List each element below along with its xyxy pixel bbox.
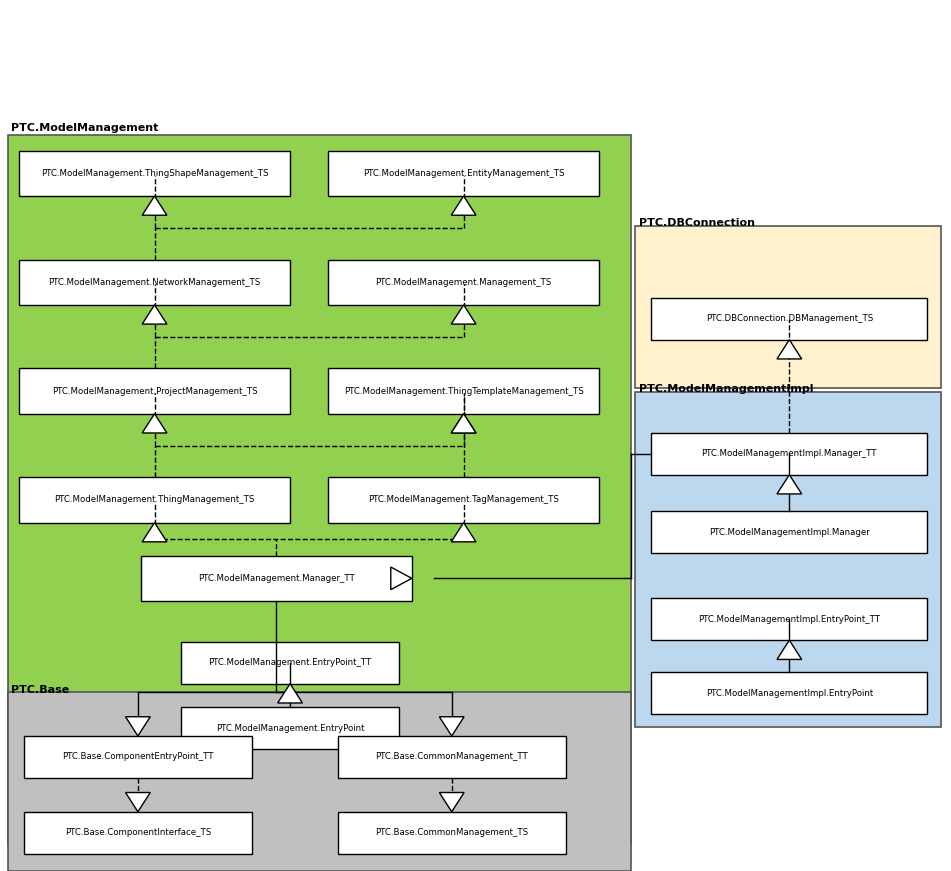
Polygon shape: [126, 793, 150, 812]
Text: PTC.ModelManagement.TagManagement_TS: PTC.ModelManagement.TagManagement_TS: [368, 496, 559, 504]
Bar: [651, 433, 927, 475]
Bar: [19, 151, 290, 196]
Text: PTC.ModelManagement.EntryPoint_TT: PTC.ModelManagement.EntryPoint_TT: [208, 658, 372, 667]
Text: PTC.ModelManagement.ThingManagement_TS: PTC.ModelManagement.ThingManagement_TS: [54, 496, 255, 504]
Text: PTC.ModelManagement.ThingTemplateManagement_TS: PTC.ModelManagement.ThingTemplateManagem…: [343, 387, 584, 395]
Text: PTC.ModelManagementImpl.EntryPoint_TT: PTC.ModelManagementImpl.EntryPoint_TT: [698, 615, 881, 624]
Text: PTC.ModelManagement.NetworkManagement_TS: PTC.ModelManagement.NetworkManagement_TS: [49, 278, 261, 287]
Text: PTC.ModelManagement: PTC.ModelManagement: [11, 124, 159, 133]
Bar: [328, 151, 599, 196]
Polygon shape: [391, 567, 412, 590]
Text: PTC.ModelManagementImpl.EntryPoint: PTC.ModelManagementImpl.EntryPoint: [706, 689, 873, 698]
Polygon shape: [126, 717, 150, 736]
Text: PTC.ModelManagement.Manager_TT: PTC.ModelManagement.Manager_TT: [198, 574, 355, 583]
Polygon shape: [451, 196, 476, 215]
Text: PTC.Base.ComponentEntryPoint_TT: PTC.Base.ComponentEntryPoint_TT: [62, 753, 214, 761]
Text: PTC.ModelManagementImpl.Manager: PTC.ModelManagementImpl.Manager: [708, 528, 870, 537]
Polygon shape: [142, 414, 167, 433]
Bar: [181, 707, 399, 749]
Polygon shape: [439, 793, 464, 812]
Polygon shape: [142, 196, 167, 215]
Polygon shape: [777, 640, 802, 659]
Bar: [8, 692, 631, 871]
Bar: [635, 226, 941, 388]
Polygon shape: [142, 523, 167, 542]
Bar: [651, 598, 927, 640]
Polygon shape: [439, 717, 464, 736]
Bar: [651, 672, 927, 714]
Text: PTC.Base.CommonManagement_TT: PTC.Base.CommonManagement_TT: [376, 753, 528, 761]
Bar: [635, 392, 941, 727]
Polygon shape: [451, 523, 476, 542]
Bar: [19, 260, 290, 305]
Bar: [24, 812, 252, 854]
Bar: [328, 368, 599, 414]
Polygon shape: [451, 414, 476, 433]
Bar: [651, 298, 927, 340]
Bar: [651, 511, 927, 553]
Text: PTC.DBConnection.DBManagement_TS: PTC.DBConnection.DBManagement_TS: [706, 314, 873, 323]
Text: PTC.Base: PTC.Base: [11, 685, 69, 695]
Bar: [24, 736, 252, 778]
Text: PTC.ModelManagement.ThingShapeManagement_TS: PTC.ModelManagement.ThingShapeManagement…: [41, 169, 268, 178]
Text: PTC.DBConnection: PTC.DBConnection: [639, 219, 755, 228]
Bar: [181, 642, 399, 684]
Polygon shape: [451, 414, 476, 433]
Bar: [8, 135, 631, 845]
Bar: [19, 477, 290, 523]
Polygon shape: [451, 305, 476, 324]
Text: PTC.Base.CommonManagement_TS: PTC.Base.CommonManagement_TS: [375, 828, 529, 837]
Text: PTC.ModelManagement.EntityManagement_TS: PTC.ModelManagement.EntityManagement_TS: [363, 169, 564, 178]
Text: PTC.ModelManagementImpl: PTC.ModelManagementImpl: [639, 384, 813, 394]
Polygon shape: [142, 305, 167, 324]
Bar: [338, 812, 566, 854]
Text: PTC.ModelManagement.EntryPoint: PTC.ModelManagement.EntryPoint: [216, 724, 364, 733]
Bar: [19, 368, 290, 414]
Polygon shape: [777, 475, 802, 494]
Polygon shape: [278, 684, 302, 703]
Bar: [328, 477, 599, 523]
Text: PTC.ModelManagement.Management_TS: PTC.ModelManagement.Management_TS: [376, 278, 552, 287]
Polygon shape: [777, 340, 802, 359]
Bar: [141, 556, 412, 601]
Text: PTC.ModelManagement.ProjectManagement_TS: PTC.ModelManagement.ProjectManagement_TS: [51, 387, 258, 395]
Text: PTC.Base.ComponentInterface_TS: PTC.Base.ComponentInterface_TS: [65, 828, 211, 837]
Bar: [328, 260, 599, 305]
Text: PTC.ModelManagementImpl.Manager_TT: PTC.ModelManagementImpl.Manager_TT: [702, 449, 877, 458]
Bar: [338, 736, 566, 778]
